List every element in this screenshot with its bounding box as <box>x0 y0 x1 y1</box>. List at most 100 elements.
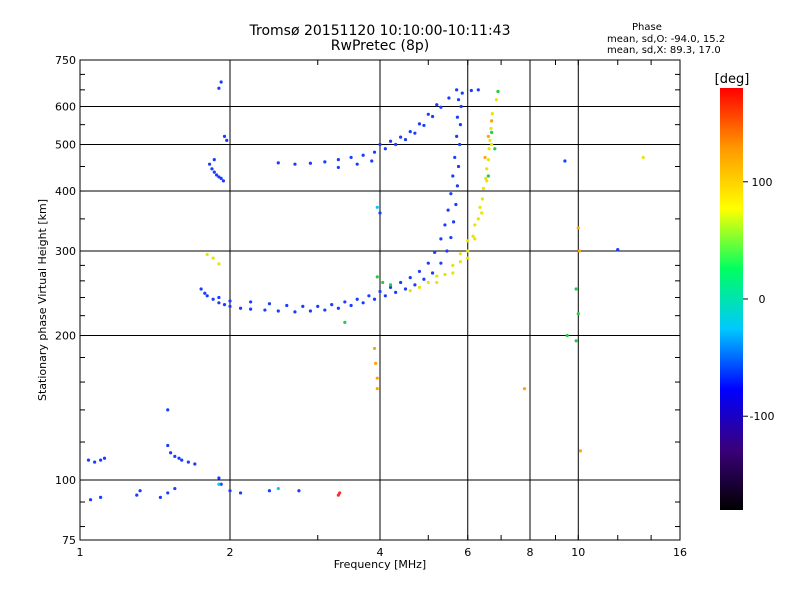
data-point <box>158 495 163 500</box>
data-point <box>399 280 403 285</box>
data-point <box>488 138 492 142</box>
data-point <box>212 158 216 162</box>
data-point <box>408 129 412 134</box>
data-point <box>301 304 305 309</box>
data-point <box>217 301 221 305</box>
data-point <box>466 249 470 253</box>
data-point <box>394 142 398 147</box>
data-point <box>276 309 280 313</box>
y-tick-label: 400 <box>55 185 76 198</box>
data-point <box>430 271 435 275</box>
data-point <box>166 408 170 412</box>
data-point <box>451 271 455 275</box>
x-tick-label: 16 <box>673 546 687 559</box>
data-point <box>276 486 280 491</box>
data-point <box>443 223 447 227</box>
data-point <box>99 495 103 500</box>
data-point <box>228 489 232 493</box>
y-tick-label: 500 <box>55 139 76 152</box>
data-point <box>469 88 473 93</box>
data-point <box>458 123 463 127</box>
data-point <box>199 287 203 291</box>
data-point <box>433 250 437 255</box>
data-point <box>375 205 379 209</box>
data-point <box>249 300 253 304</box>
data-point <box>485 167 489 171</box>
data-point <box>374 361 378 365</box>
data-point <box>343 320 347 325</box>
data-point <box>445 249 449 253</box>
data-point <box>466 239 470 243</box>
data-point <box>169 451 173 455</box>
data-point <box>323 160 327 164</box>
data-point <box>372 346 377 351</box>
data-point <box>361 301 365 305</box>
data-point <box>228 299 232 303</box>
data-point <box>267 489 272 493</box>
data-point <box>193 462 197 466</box>
data-point <box>641 155 645 160</box>
data-point <box>135 493 139 497</box>
colorbar-tick-label: 0 <box>759 293 766 306</box>
y-tick-label: 300 <box>55 245 76 258</box>
x-tick-label: 4 <box>377 546 384 559</box>
data-point <box>443 272 447 277</box>
data-point <box>336 158 340 162</box>
data-point <box>361 153 365 157</box>
data-point <box>403 137 408 142</box>
data-point <box>453 155 457 160</box>
data-point <box>173 486 177 491</box>
data-point <box>177 456 181 460</box>
data-point <box>219 176 223 181</box>
data-point <box>138 489 142 493</box>
data-point <box>93 460 97 464</box>
data-point <box>426 112 430 116</box>
data-point <box>417 269 422 274</box>
data-point <box>210 167 214 171</box>
data-point <box>375 387 379 391</box>
data-point <box>451 220 456 224</box>
data-point <box>249 307 253 311</box>
data-point <box>484 176 488 181</box>
data-point <box>263 308 267 312</box>
data-point <box>217 86 221 90</box>
data-point <box>447 96 451 100</box>
grid-lines <box>80 60 680 540</box>
data-point <box>490 130 494 134</box>
data-point <box>403 287 408 291</box>
data-point <box>460 91 464 95</box>
data-point <box>471 234 475 238</box>
data-point <box>490 119 494 123</box>
data-point <box>297 489 301 493</box>
y-tick-label: 75 <box>62 534 76 547</box>
data-point <box>422 277 426 281</box>
data-point <box>565 333 569 338</box>
data-point <box>383 294 387 298</box>
data-point <box>219 482 223 486</box>
data-point <box>211 297 215 301</box>
data-point <box>205 252 209 257</box>
data-point <box>186 460 190 464</box>
data-point <box>323 308 327 312</box>
data-point <box>86 458 91 462</box>
data-point <box>388 285 393 289</box>
data-point <box>455 88 459 92</box>
data-points <box>86 80 645 502</box>
data-point <box>378 142 382 147</box>
data-point <box>394 290 398 294</box>
data-point <box>267 302 272 306</box>
data-point <box>476 217 480 221</box>
colorbar-axis: 100 0 -100 <box>743 176 774 423</box>
axes: 1 2 4 6 8 10 16 75 100 200 300 400 500 600 750 <box>55 54 687 559</box>
data-point <box>490 142 494 147</box>
data-point <box>485 179 489 183</box>
data-point <box>473 237 477 241</box>
data-point <box>336 306 340 310</box>
data-point <box>355 162 359 166</box>
data-point <box>456 164 461 169</box>
data-point <box>217 295 221 300</box>
data-point <box>574 339 578 343</box>
data-point <box>476 88 480 92</box>
phase-legend-x: mean, sd,X: 89.3, 17.0 <box>607 45 721 56</box>
y-tick-label: 200 <box>55 330 76 343</box>
